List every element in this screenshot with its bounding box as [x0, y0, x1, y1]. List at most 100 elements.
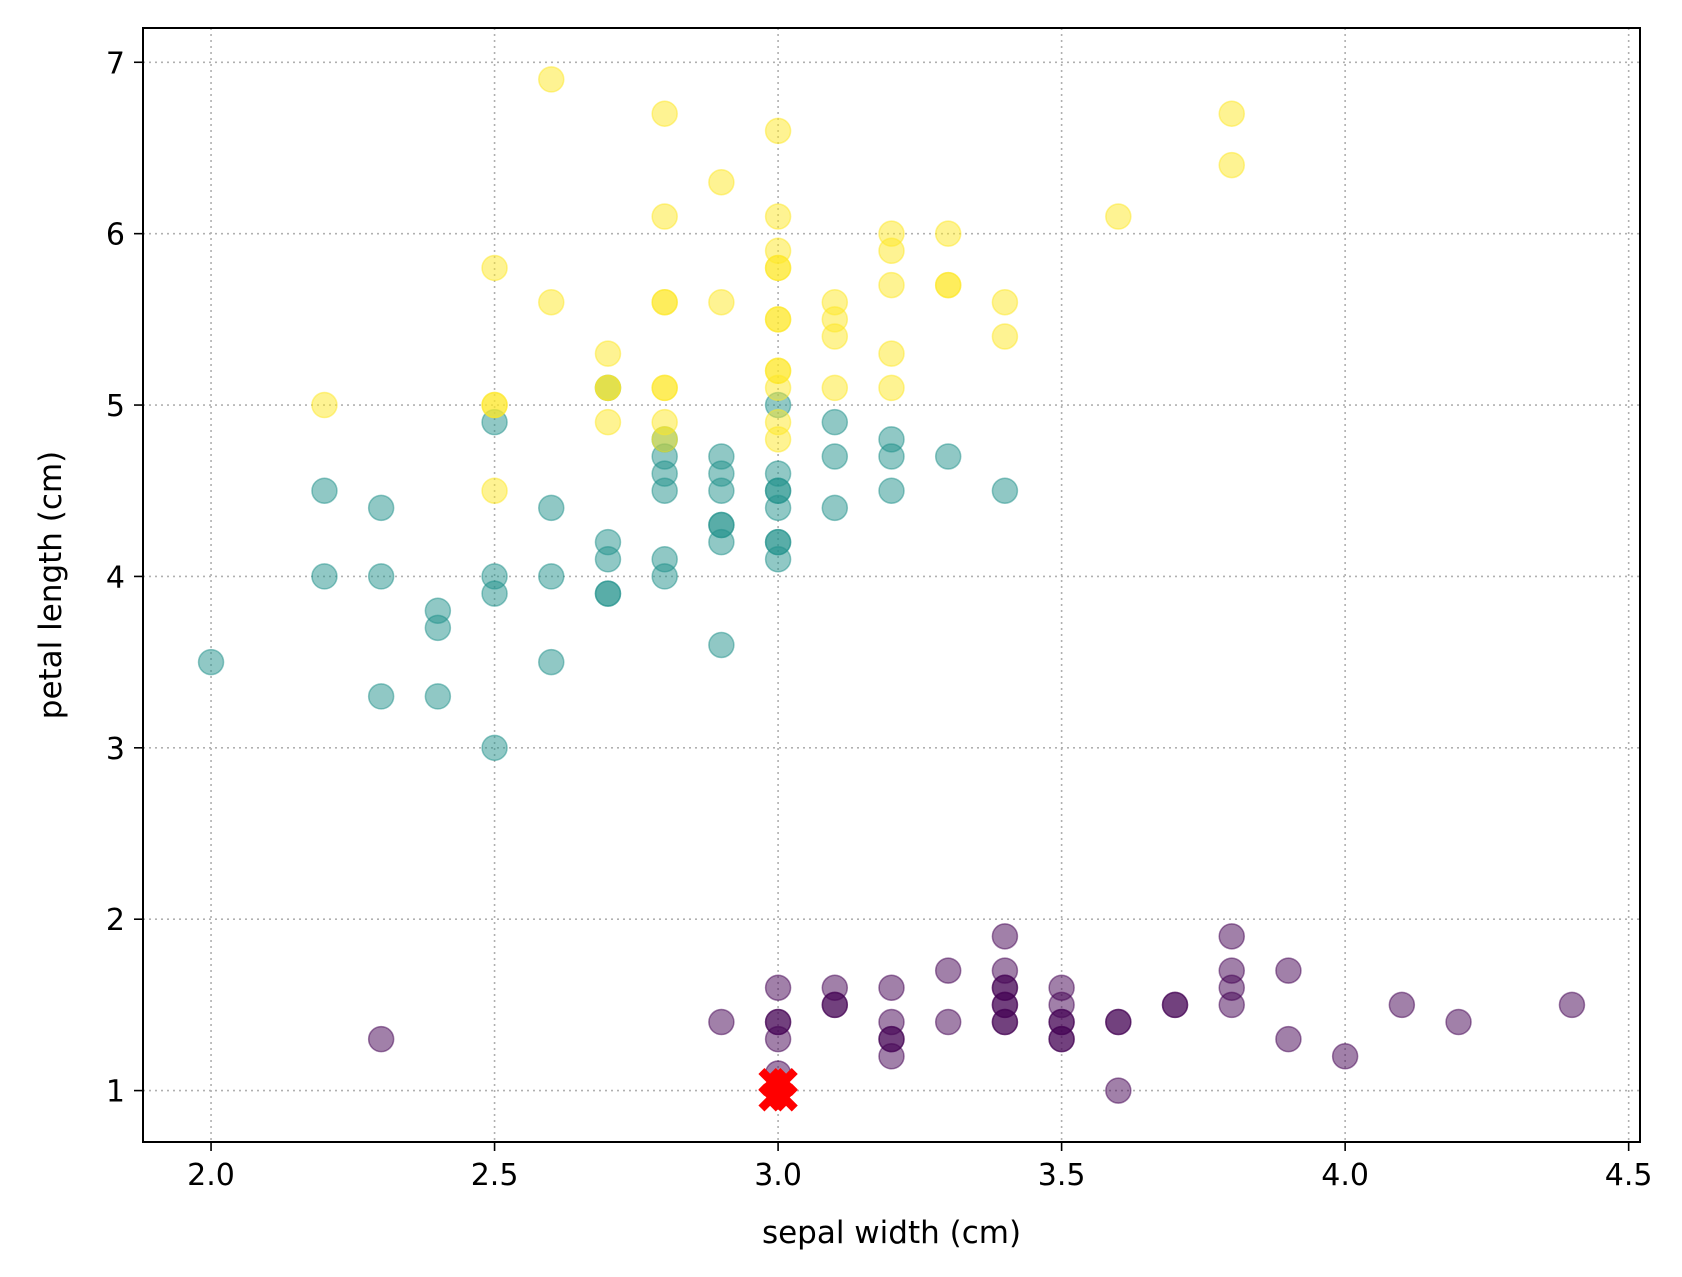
- data-point: [708, 1008, 735, 1036]
- data-point: [708, 168, 735, 196]
- data-point: [764, 426, 792, 453]
- data-point: [821, 443, 849, 470]
- data-point: [311, 391, 338, 419]
- data-point: [1445, 1008, 1472, 1036]
- data-point: [1218, 991, 1245, 1019]
- data-point: [367, 683, 395, 710]
- data-point: [764, 117, 792, 145]
- data-point: [878, 340, 905, 367]
- data-point: [481, 254, 508, 282]
- data-point: [764, 546, 792, 573]
- data-point: [651, 203, 678, 230]
- data-point: [594, 546, 622, 573]
- data-point: [878, 443, 905, 470]
- data-point: [651, 426, 678, 453]
- data-point: [991, 323, 1019, 350]
- data-point: [878, 374, 905, 402]
- data-point: [821, 323, 849, 350]
- data-point: [538, 288, 565, 316]
- x-tick-label: 2.0: [187, 1158, 235, 1193]
- data-point: [878, 974, 905, 1002]
- data-point: [934, 220, 962, 247]
- x-tick-label: 3.5: [1038, 1158, 1086, 1193]
- data-points: [197, 66, 1586, 1104]
- y-tick-label: 7: [106, 46, 125, 81]
- data-point: [764, 306, 792, 333]
- data-point: [821, 374, 849, 402]
- x-axis-label: sepal width (cm): [762, 1215, 1021, 1251]
- data-point: [764, 494, 792, 522]
- data-point: [367, 563, 395, 590]
- data-point: [1048, 1025, 1075, 1053]
- data-point: [538, 563, 565, 590]
- data-point: [481, 477, 508, 504]
- data-point: [594, 580, 622, 607]
- data-point: [594, 408, 622, 436]
- x-tick-label: 4.0: [1321, 1158, 1369, 1193]
- data-point: [538, 648, 565, 676]
- data-point: [481, 580, 508, 607]
- data-point: [708, 631, 735, 659]
- data-point: [1275, 957, 1302, 984]
- data-point: [764, 374, 792, 402]
- data-point: [934, 443, 962, 470]
- data-point: [764, 974, 792, 1002]
- data-point: [197, 648, 225, 676]
- data-point: [1218, 100, 1245, 127]
- data-point: [991, 923, 1019, 950]
- data-point: [594, 374, 622, 402]
- data-point: [424, 683, 452, 710]
- data-point: [1105, 1077, 1132, 1104]
- data-point: [991, 288, 1019, 316]
- data-point: [1218, 151, 1245, 179]
- data-point: [1161, 991, 1189, 1019]
- y-tick-label: 5: [106, 389, 125, 424]
- x-tick-label: 4.5: [1605, 1158, 1653, 1193]
- data-point: [878, 1043, 905, 1070]
- x-tick-label: 3.0: [754, 1158, 802, 1193]
- data-point: [991, 1008, 1019, 1036]
- y-axis-label: petal length (cm): [33, 451, 69, 719]
- data-point: [821, 991, 849, 1019]
- y-tick-label: 4: [106, 560, 125, 595]
- highlight-x-marker: [769, 1083, 798, 1112]
- axis-ticks: 2.0 2.5 3.0 3.5 4.0 4.5 1 2 3 4 5 6 7: [106, 46, 1653, 1193]
- data-point: [708, 288, 735, 316]
- data-point: [764, 203, 792, 230]
- data-point: [1218, 923, 1245, 950]
- data-point: [538, 494, 565, 522]
- data-point: [991, 477, 1019, 504]
- data-point: [651, 374, 678, 402]
- data-point: [764, 1025, 792, 1053]
- x-tick-label: 2.5: [471, 1158, 519, 1193]
- data-point: [651, 288, 678, 316]
- data-point: [708, 528, 735, 556]
- data-point: [1105, 1008, 1132, 1036]
- highlight-markers: [758, 1068, 798, 1112]
- data-point: [934, 957, 962, 984]
- data-point: [1105, 203, 1132, 230]
- data-point: [311, 563, 338, 590]
- data-point: [367, 1025, 395, 1053]
- data-point: [708, 477, 735, 504]
- data-point: [764, 254, 792, 282]
- data-point: [651, 100, 678, 127]
- data-point: [481, 734, 508, 762]
- data-point: [1558, 991, 1586, 1019]
- data-point: [878, 477, 905, 504]
- data-point: [878, 237, 905, 265]
- data-point: [424, 614, 452, 642]
- y-tick-label: 3: [106, 732, 125, 767]
- data-point: [481, 391, 508, 419]
- plot-frame: [142, 27, 1641, 1143]
- data-point: [367, 494, 395, 522]
- y-tick-label: 6: [106, 218, 125, 253]
- data-point: [1331, 1043, 1359, 1070]
- data-point: [651, 563, 678, 590]
- y-tick-label: 1: [106, 1075, 125, 1110]
- y-tick-label: 2: [106, 903, 125, 938]
- data-point: [594, 340, 622, 367]
- data-point: [538, 66, 565, 93]
- data-point: [878, 271, 905, 299]
